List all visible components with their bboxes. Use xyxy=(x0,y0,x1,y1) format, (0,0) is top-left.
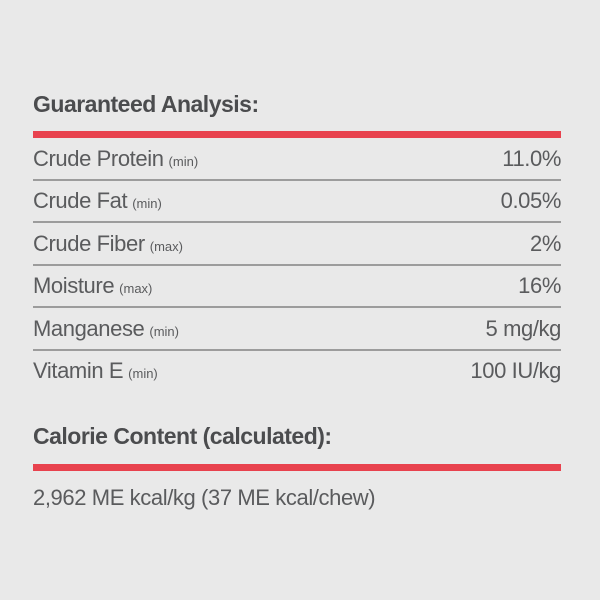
nutrient-name: Crude Fat xyxy=(33,188,128,214)
nutrient-qualifier: (min) xyxy=(168,153,199,169)
analysis-table: Crude Protein (min) 11.0% Crude Fat (min… xyxy=(33,138,561,391)
nutrient-value: 0.05% xyxy=(500,188,562,214)
nutrient-label: Crude Fat (min) xyxy=(33,188,162,214)
nutrient-qualifier: (min) xyxy=(149,323,179,339)
nutrient-qualifier: (min) xyxy=(128,366,158,382)
table-row-crude-fiber: Crude Fiber (max) 2% xyxy=(33,223,561,266)
guaranteed-analysis-section: Guaranteed Analysis: Crude Protein (min)… xyxy=(33,0,561,391)
table-row-manganese: Manganese (min) 5 mg/kg xyxy=(33,308,561,351)
nutrient-value: 11.0% xyxy=(502,145,561,171)
nutrient-value: 100 IU/kg xyxy=(470,358,561,384)
nutrient-name: Vitamin E xyxy=(33,358,124,384)
nutrient-label: Moisture (max) xyxy=(33,273,152,299)
calorie-content-section: Calorie Content (calculated): 2,962 ME k… xyxy=(33,423,561,510)
nutrient-name: Manganese xyxy=(33,315,145,341)
nutrient-label: Crude Fiber (max) xyxy=(33,231,183,257)
table-row-crude-protein: Crude Protein (min) 11.0% xyxy=(33,138,561,181)
calorie-content-value: 2,962 ME kcal/kg (37 ME kcal/chew) xyxy=(33,484,376,510)
nutrient-qualifier: (max) xyxy=(119,281,153,297)
table-row-vitamin-e: Vitamin E (min) 100 IU/kg xyxy=(33,351,561,392)
nutrient-value: 16% xyxy=(518,273,561,299)
nutrient-value: 2% xyxy=(530,230,561,256)
nutrient-qualifier: (max) xyxy=(149,238,183,254)
table-row-crude-fat: Crude Fat (min) 0.05% xyxy=(33,181,561,224)
nutrient-name: Moisture xyxy=(33,273,115,299)
red-divider-top xyxy=(33,131,561,139)
nutrient-label: Crude Protein (min) xyxy=(33,146,198,172)
nutrient-label: Vitamin E (min) xyxy=(33,358,158,384)
nutrient-name: Crude Fiber xyxy=(33,230,145,256)
table-row-moisture: Moisture (max) 16% xyxy=(33,266,561,309)
product-label-section: Guaranteed Analysis: Crude Protein (min)… xyxy=(33,0,561,510)
nutrient-name: Crude Protein xyxy=(33,145,164,171)
nutrient-qualifier: (min) xyxy=(132,196,162,212)
nutrient-value: 5 mg/kg xyxy=(485,315,562,341)
nutrient-label: Manganese (min) xyxy=(33,316,179,342)
guaranteed-analysis-title: Guaranteed Analysis: xyxy=(33,91,259,117)
red-divider-bottom xyxy=(33,463,561,471)
calorie-content-title: Calorie Content (calculated): xyxy=(33,423,332,450)
